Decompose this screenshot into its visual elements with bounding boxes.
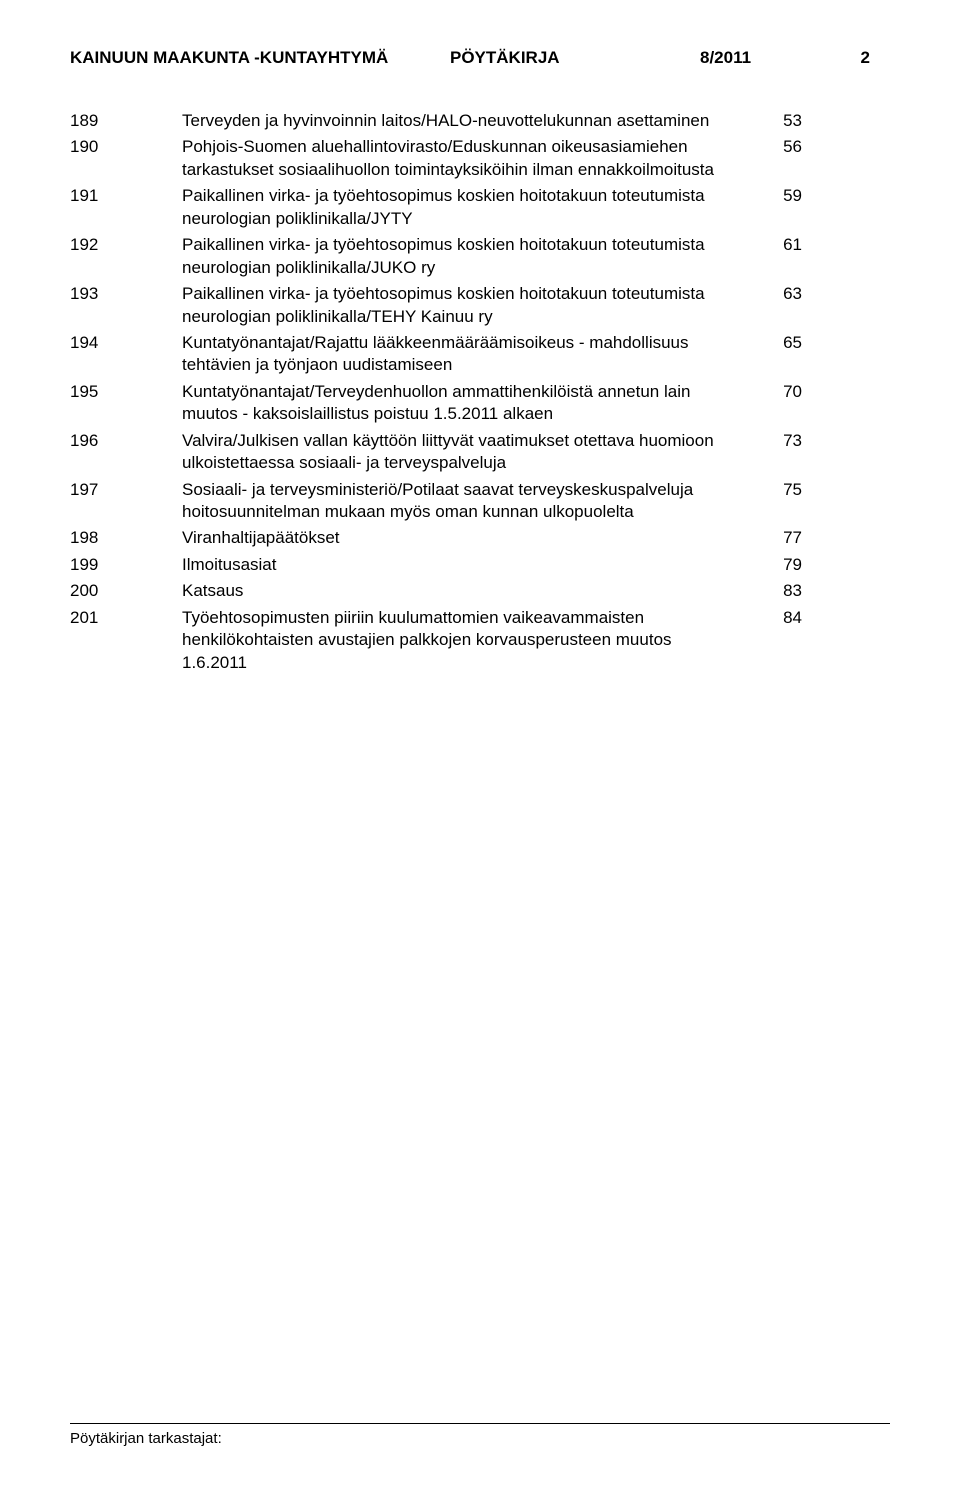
toc-item-number: 191 [70,185,182,207]
toc-item-title: Työehtosopimusten piiriin kuulumattomien… [182,607,742,674]
toc-item-number: 201 [70,607,182,629]
toc-item-title: Pohjois-Suomen aluehallintovirasto/Edusk… [182,136,742,181]
toc-item-title: Paikallinen virka- ja työehtosopimus kos… [182,185,742,230]
toc-row: 192Paikallinen virka- ja työehtosopimus … [70,234,890,279]
toc-row: 189Terveyden ja hyvinvoinnin laitos/HALO… [70,110,890,132]
toc-item-number: 194 [70,332,182,354]
footer-rule [70,1423,890,1424]
toc-row: 196Valvira/Julkisen vallan käyttöön liit… [70,430,890,475]
toc-item-page: 84 [742,607,802,629]
toc-row: 197Sosiaali- ja terveysministeriö/Potila… [70,479,890,524]
toc-item-page: 79 [742,554,802,576]
toc-item-number: 199 [70,554,182,576]
toc-row: 198Viranhaltijapäätökset77 [70,527,890,549]
toc-item-title: Sosiaali- ja terveysministeriö/Potilaat … [182,479,742,524]
toc-item-number: 193 [70,283,182,305]
toc-row: 201Työehtosopimusten piiriin kuulumattom… [70,607,890,674]
doc-type: PÖYTÄKIRJA [450,48,700,68]
toc-item-page: 70 [742,381,802,403]
toc-item-number: 189 [70,110,182,132]
toc-row: 194Kuntatyönantajat/Rajattu lääkkeenmäär… [70,332,890,377]
toc-item-number: 197 [70,479,182,501]
page-number: 2 [861,48,870,68]
footer-label: Pöytäkirjan tarkastajat: [70,1430,890,1447]
toc-row: 193Paikallinen virka- ja työehtosopimus … [70,283,890,328]
toc-item-page: 77 [742,527,802,549]
toc-item-page: 83 [742,580,802,602]
toc-item-number: 192 [70,234,182,256]
org-name: KAINUUN MAAKUNTA -KUNTAYHTYMÄ [70,48,450,68]
toc-item-title: Paikallinen virka- ja työehtosopimus kos… [182,283,742,328]
footer: Pöytäkirjan tarkastajat: [70,1423,890,1447]
toc-item-page: 61 [742,234,802,256]
toc-item-title: Valvira/Julkisen vallan käyttöön liittyv… [182,430,742,475]
toc-item-title: Viranhaltijapäätökset [182,527,742,549]
document-header: KAINUUN MAAKUNTA -KUNTAYHTYMÄ PÖYTÄKIRJA… [70,48,890,68]
toc-item-number: 200 [70,580,182,602]
toc-item-title: Katsaus [182,580,742,602]
toc-item-number: 198 [70,527,182,549]
toc-item-title: Paikallinen virka- ja työehtosopimus kos… [182,234,742,279]
table-of-contents: 189Terveyden ja hyvinvoinnin laitos/HALO… [70,110,890,674]
toc-row: 195Kuntatyönantajat/Terveydenhuollon amm… [70,381,890,426]
toc-item-title: Ilmoitusasiat [182,554,742,576]
toc-item-page: 65 [742,332,802,354]
toc-item-page: 75 [742,479,802,501]
toc-item-page: 73 [742,430,802,452]
toc-item-number: 190 [70,136,182,158]
toc-item-title: Kuntatyönantajat/Terveydenhuollon ammatt… [182,381,742,426]
toc-item-title: Terveyden ja hyvinvoinnin laitos/HALO-ne… [182,110,742,132]
toc-item-title: Kuntatyönantajat/Rajattu lääkkeenmäärääm… [182,332,742,377]
toc-item-number: 195 [70,381,182,403]
toc-item-number: 196 [70,430,182,452]
toc-row: 190Pohjois-Suomen aluehallintovirasto/Ed… [70,136,890,181]
toc-item-page: 63 [742,283,802,305]
toc-row: 200Katsaus83 [70,580,890,602]
toc-item-page: 53 [742,110,802,132]
toc-item-page: 56 [742,136,802,158]
toc-row: 199Ilmoitusasiat79 [70,554,890,576]
toc-item-page: 59 [742,185,802,207]
toc-row: 191Paikallinen virka- ja työehtosopimus … [70,185,890,230]
